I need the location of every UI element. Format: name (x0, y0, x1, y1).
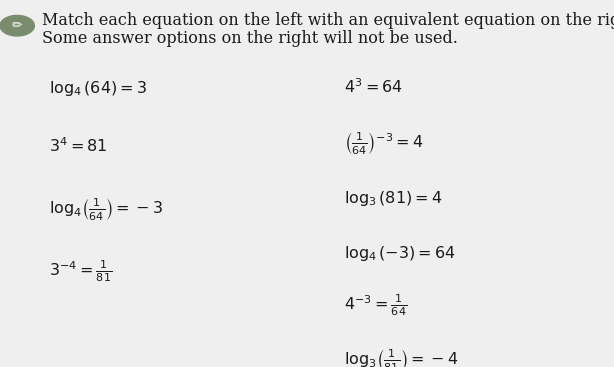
Text: $\log_{4}(-3) = 64$: $\log_{4}(-3) = 64$ (344, 244, 456, 263)
Text: $3^4 = 81$: $3^4 = 81$ (49, 138, 107, 156)
Circle shape (0, 15, 34, 36)
Text: $\left(\frac{1}{64}\right)^{-3} = 4$: $\left(\frac{1}{64}\right)^{-3} = 4$ (344, 130, 424, 156)
Text: $4^{-3} = \frac{1}{64}$: $4^{-3} = \frac{1}{64}$ (344, 292, 407, 317)
Text: ✏: ✏ (12, 19, 23, 32)
Text: $\log_{4}(64) = 3$: $\log_{4}(64) = 3$ (49, 79, 147, 98)
Text: $\log_{3}\!\left(\frac{1}{81}\right) = -4$: $\log_{3}\!\left(\frac{1}{81}\right) = -… (344, 347, 458, 367)
Text: Some answer options on the right will not be used.: Some answer options on the right will no… (42, 30, 457, 47)
Text: $\log_{4}\!\left(\frac{1}{64}\right) = -3$: $\log_{4}\!\left(\frac{1}{64}\right) = -… (49, 196, 163, 222)
Text: $3^{-4} = \frac{1}{81}$: $3^{-4} = \frac{1}{81}$ (49, 259, 112, 284)
Text: Match each equation on the left with an equivalent equation on the right.: Match each equation on the left with an … (42, 12, 614, 29)
Text: $\log_{3}(81) = 4$: $\log_{3}(81) = 4$ (344, 189, 442, 208)
Text: $4^3 = 64$: $4^3 = 64$ (344, 79, 403, 97)
